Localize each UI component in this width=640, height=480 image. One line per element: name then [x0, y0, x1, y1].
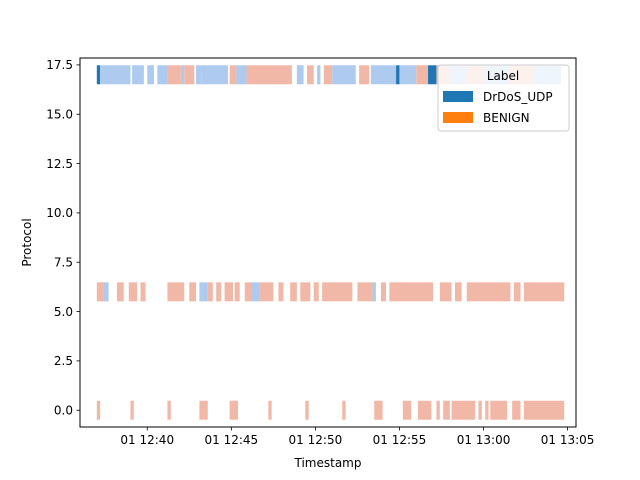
band-segment-protocol-0: [523, 400, 565, 420]
y-tick-label: 10.0: [46, 206, 73, 220]
band-segment-protocol-6: [523, 282, 565, 302]
band-segment-protocol-6: [278, 282, 284, 302]
band-segment-protocol-0: [167, 400, 171, 420]
band-segment-protocol-17: [167, 65, 181, 85]
band-segment-protocol-0: [342, 400, 346, 420]
y-axis-label: Protocol: [20, 218, 34, 266]
band-segment-protocol-17: [229, 65, 237, 85]
x-tick-label: 01 12:40: [120, 433, 174, 447]
x-tick-label: 01 12:55: [373, 433, 427, 447]
band-segment-protocol-17: [180, 65, 185, 85]
x-tick-label: 01 12:50: [289, 433, 343, 447]
band-segment-protocol-17: [201, 65, 228, 85]
band-segment-protocol-0: [490, 400, 508, 420]
x-tick-label: 01 12:45: [204, 433, 258, 447]
band-segment-protocol-17: [296, 65, 304, 85]
legend-swatch-benign: [443, 112, 473, 123]
band-segment-protocol-6: [513, 282, 521, 302]
band-segment-protocol-0: [305, 400, 309, 420]
band-segment-protocol-17: [332, 65, 356, 85]
band-segment-protocol-17: [416, 65, 429, 85]
band-segment-protocol-6: [454, 282, 462, 302]
band-segment-protocol-17: [96, 65, 101, 85]
band-segment-protocol-0: [436, 400, 440, 420]
band-segment-protocol-17: [317, 65, 321, 85]
band-segment-protocol-17: [399, 65, 417, 85]
band-segment-protocol-17: [246, 65, 292, 85]
band-segment-protocol-6: [140, 282, 146, 302]
band-segment-protocol-17: [132, 65, 144, 85]
y-axis-ticks: 0.0 2.5 5.0 7.5 10.0 12.5 15.0 17.5: [46, 58, 80, 417]
band-segment-protocol-6: [116, 282, 124, 302]
band-segment-protocol-0: [229, 400, 239, 420]
band-segment-protocol-17: [184, 65, 195, 85]
band-segment-protocol-6: [372, 282, 376, 302]
y-tick-label: 12.5: [46, 157, 73, 171]
band-segment-protocol-6: [322, 282, 353, 302]
band-segment-protocol-0: [96, 400, 101, 420]
band-segment-protocol-6: [290, 282, 297, 302]
band-segment-protocol-6: [199, 282, 208, 302]
x-axis-label: Timestamp: [294, 456, 362, 470]
band-segment-protocol-17: [396, 65, 400, 85]
band-segment-protocol-6: [300, 282, 311, 302]
x-tick-label: 01 13:00: [457, 433, 511, 447]
band-segment-protocol-6: [357, 282, 373, 302]
band-segment-protocol-0: [268, 400, 272, 420]
band-segment-protocol-6: [244, 282, 252, 302]
band-segment-protocol-6: [380, 282, 386, 302]
band-segment-protocol-0: [199, 400, 208, 420]
band-segment-protocol-0: [374, 400, 383, 420]
y-tick-label: 5.0: [54, 305, 73, 319]
legend-swatch-drdos-udp: [443, 91, 473, 102]
band-segment-protocol-17: [428, 65, 437, 85]
band-segment-protocol-6: [96, 282, 104, 302]
band-segment-protocol-0: [451, 400, 476, 420]
band-segment-protocol-6: [466, 282, 511, 302]
band-segment-protocol-6: [259, 282, 274, 302]
band-segment-protocol-17: [306, 65, 314, 85]
band-segment-protocol-0: [485, 400, 489, 420]
x-axis-ticks: 01 12:40 01 12:45 01 12:50 01 12:55 01 13:00…: [120, 427, 594, 447]
band-segment-protocol-17: [157, 65, 168, 85]
y-tick-label: 2.5: [54, 354, 73, 368]
x-tick-label: 01 13:05: [541, 433, 595, 447]
band-segment-protocol-17: [196, 65, 202, 85]
plot-frame: [79, 57, 577, 428]
band-segment-protocol-0: [478, 400, 482, 420]
y-tick-label: 17.5: [46, 58, 73, 72]
y-tick-label: 15.0: [46, 107, 73, 121]
legend-entry-drdos-udp: DrDoS_UDP: [483, 90, 553, 104]
band-segment-protocol-17: [100, 65, 131, 85]
band-segment-protocol-6: [224, 282, 234, 302]
band-segment-protocol-6: [313, 282, 319, 302]
band-segment-protocol-0: [130, 400, 134, 420]
band-segment-protocol-6: [389, 282, 434, 302]
band-segment-protocol-17: [236, 65, 247, 85]
legend-title: Label: [487, 69, 519, 83]
band-segment-protocol-6: [251, 282, 260, 302]
y-tick-label: 7.5: [54, 255, 73, 269]
band-segment-protocol-6: [207, 282, 213, 302]
y-tick-label: 0.0: [54, 403, 73, 417]
band-segment-protocol-6: [103, 282, 109, 302]
band-segment-protocol-0: [443, 400, 450, 420]
legend-entry-benign: BENIGN: [483, 111, 530, 125]
band-segment-protocol-17: [370, 65, 397, 85]
band-segment-protocol-6: [439, 282, 452, 302]
band-segment-protocol-6: [128, 282, 138, 302]
band-segment-protocol-0: [417, 400, 432, 420]
band-segment-protocol-0: [512, 400, 521, 420]
band-segment-protocol-6: [189, 282, 197, 302]
band-segment-protocol-17: [147, 65, 154, 85]
band-segment-protocol-6: [216, 282, 222, 302]
band-segment-protocol-6: [234, 282, 240, 302]
band-segment-protocol-0: [402, 400, 412, 420]
band-segment-protocol-17: [323, 65, 333, 85]
band-segment-protocol-6: [167, 282, 185, 302]
band-segment-protocol-17: [359, 65, 370, 85]
legend: Label DrDoS_UDP BENIGN: [437, 64, 570, 132]
